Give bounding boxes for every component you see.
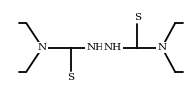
Text: S: S	[134, 13, 141, 22]
Text: S: S	[67, 73, 74, 82]
Text: N: N	[38, 43, 47, 52]
Text: NH: NH	[104, 43, 122, 52]
Text: NH: NH	[87, 43, 104, 52]
Text: N: N	[157, 43, 166, 52]
